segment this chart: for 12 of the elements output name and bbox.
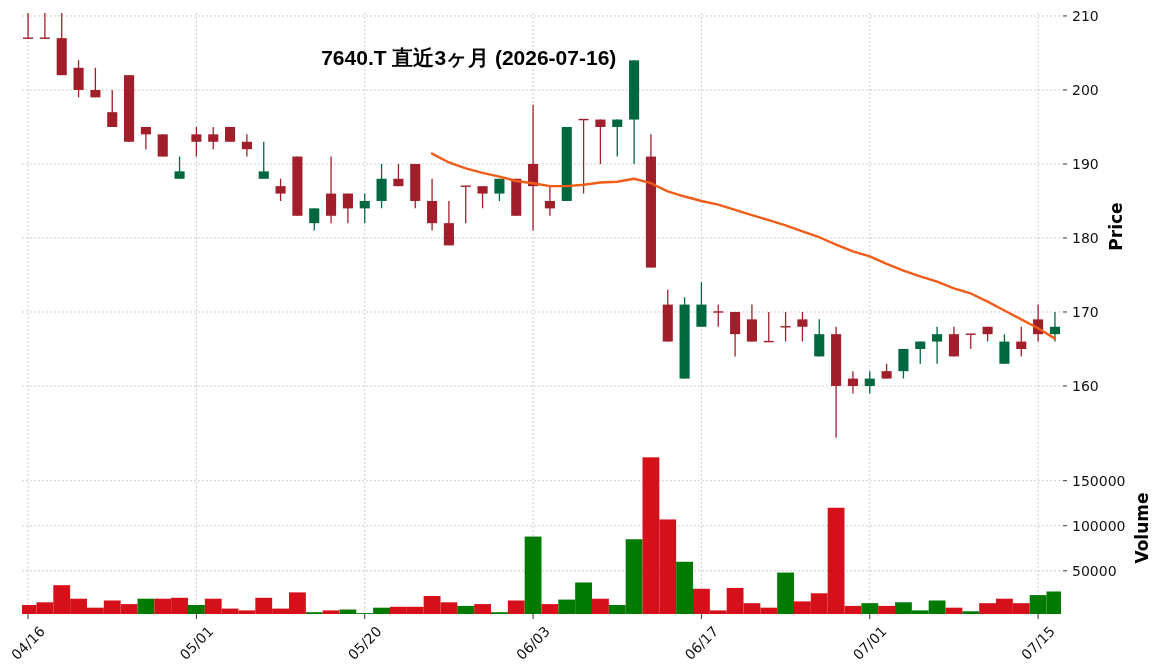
y-tick-label: 150000 — [1072, 472, 1126, 489]
y-tick-label: 190 — [1072, 155, 1099, 172]
y-tick-label: 160 — [1072, 377, 1099, 394]
y-tick-label: 200 — [1072, 81, 1099, 98]
y-tick-label: 50000 — [1072, 562, 1117, 579]
y-tick-label: 100000 — [1072, 517, 1126, 534]
y-tick-label: 170 — [1072, 303, 1099, 320]
y-axis-title: Volume — [1132, 492, 1152, 564]
y-tick-label: 180 — [1072, 229, 1099, 246]
y-tick-label: 210 — [1072, 7, 1099, 24]
title: 7640.T 直近3ヶ月 (2026-07-16) — [321, 46, 617, 69]
y-axis-title: Price — [1105, 202, 1126, 251]
